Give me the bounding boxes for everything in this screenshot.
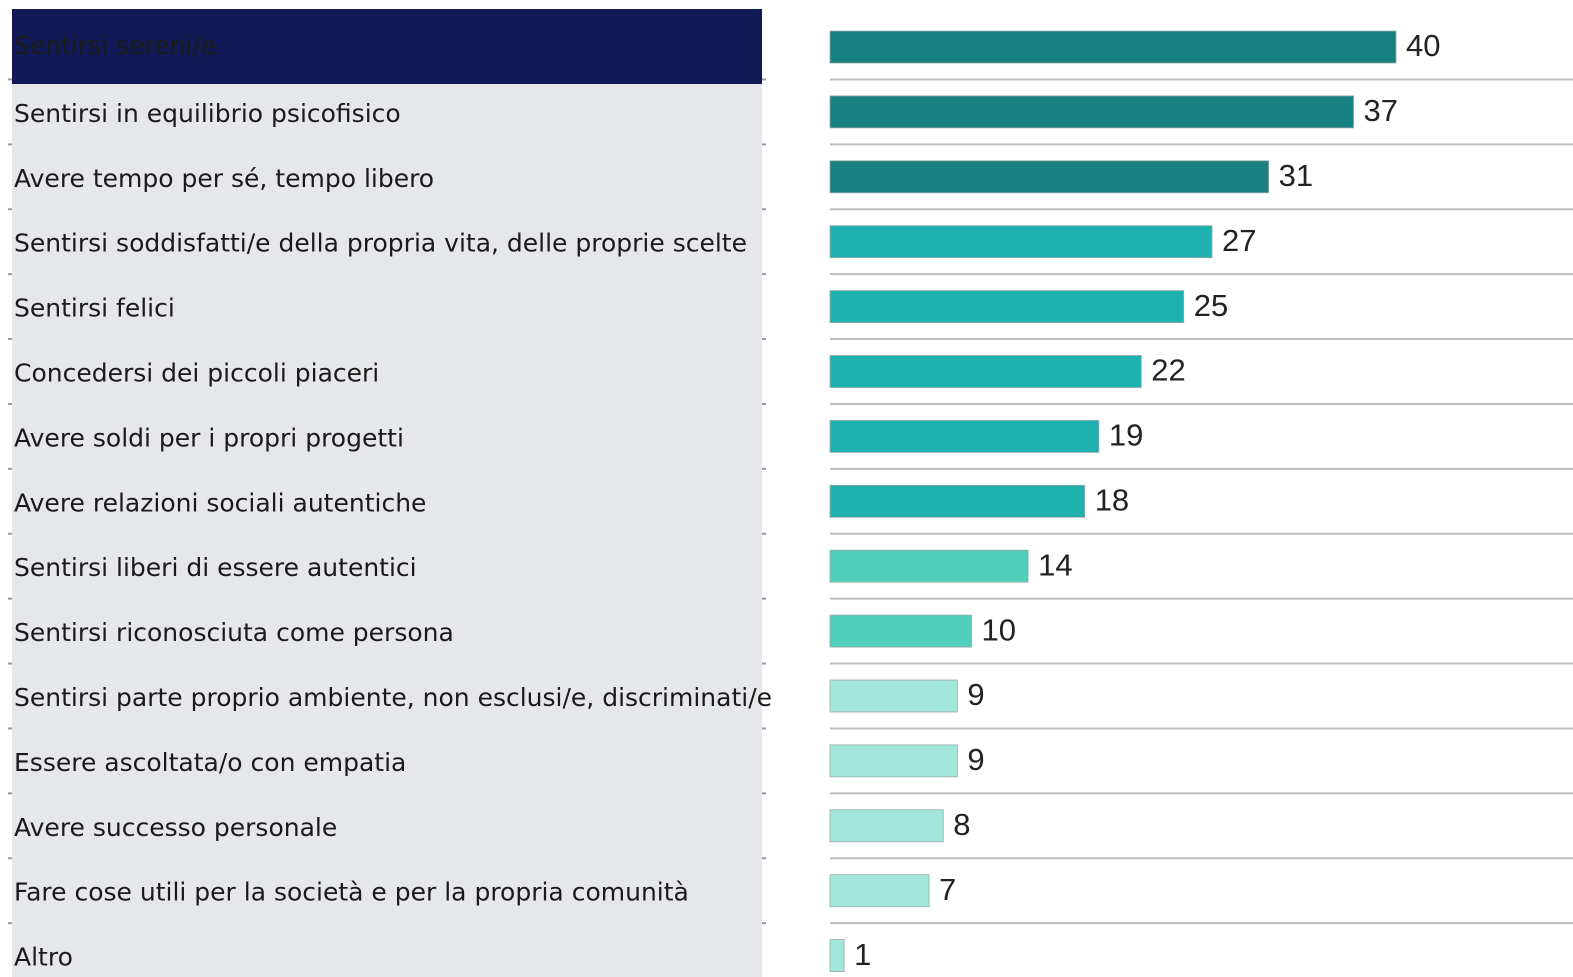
category-label[interactable]: Avere successo personale (14, 813, 337, 842)
bar (829, 419, 1100, 453)
bar (829, 355, 1142, 388)
category-label[interactable]: Sentirsi parte proprio ambiente, non esc… (14, 683, 772, 712)
category-label[interactable]: Avere relazioni sociali autentiche (14, 488, 426, 517)
category-label[interactable]: Fare cose utili per la società e per la … (14, 878, 689, 907)
bar (829, 30, 1397, 64)
bar (829, 484, 1086, 518)
category-label[interactable]: Sentirsi sereni/e (14, 31, 216, 60)
category-label[interactable]: Avere tempo per sé, tempo libero (14, 164, 434, 193)
value-label: 25 (1194, 288, 1228, 323)
value-label: 8 (953, 807, 970, 842)
value-label: 9 (967, 677, 984, 712)
category-label[interactable]: Sentirsi soddisfatti/e della propria vit… (14, 229, 747, 258)
value-label: 19 (1109, 418, 1143, 453)
category-label[interactable]: Sentirsi felici (14, 294, 175, 323)
value-label: 9 (967, 742, 984, 777)
value-label: 1 (854, 937, 871, 972)
bar (829, 939, 845, 972)
category-label[interactable]: Avere soldi per i propri progetti (14, 423, 404, 452)
bar (829, 225, 1213, 259)
value-label: 22 (1151, 353, 1185, 388)
category-label[interactable]: Concedersi dei piccoli piaceri (14, 359, 379, 388)
category-label[interactable]: Sentirsi in equilibrio psicofisico (14, 99, 401, 128)
bar (829, 549, 1029, 583)
bar (829, 614, 972, 648)
value-label: 7 (939, 872, 956, 907)
category-label[interactable]: Sentirsi liberi di essere autentici (14, 553, 417, 582)
bar (829, 95, 1354, 129)
category-label[interactable]: Sentirsi riconosciuta come persona (14, 618, 454, 647)
bar (829, 160, 1270, 194)
value-label: 10 (982, 612, 1016, 647)
value-label: 40 (1406, 28, 1440, 63)
bar (829, 290, 1185, 324)
category-label[interactable]: Essere ascoltata/o con empatia (14, 748, 406, 777)
category-label[interactable]: Altro (14, 943, 73, 972)
value-label: 27 (1222, 223, 1256, 258)
bar (829, 809, 944, 843)
selected-row (12, 9, 762, 84)
value-label: 31 (1279, 158, 1313, 193)
bar (829, 874, 930, 908)
bar (829, 679, 958, 713)
label-panel (12, 9, 762, 977)
value-label: 18 (1095, 482, 1129, 517)
bar (829, 744, 958, 778)
value-label: 37 (1364, 93, 1398, 128)
value-label: 14 (1038, 547, 1072, 582)
